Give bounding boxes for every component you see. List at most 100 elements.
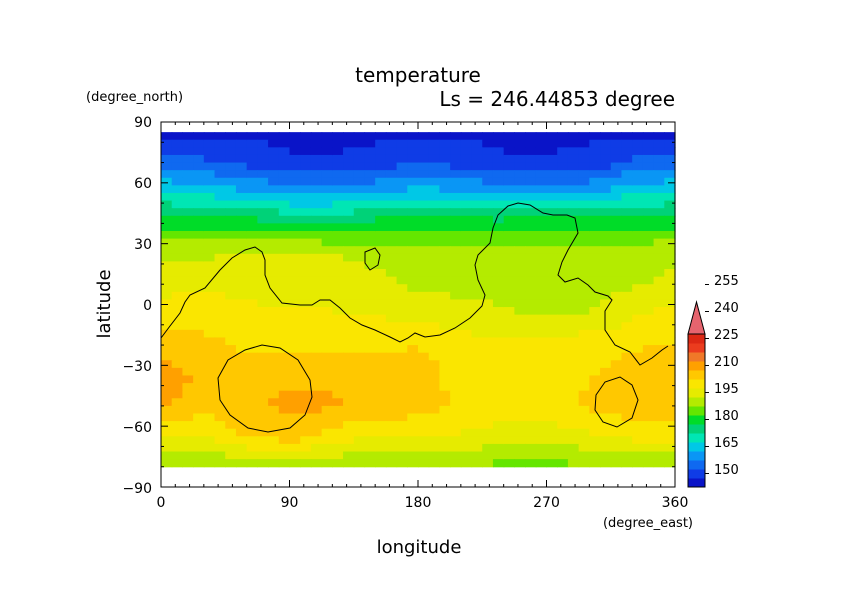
heatmap-cell: [621, 443, 633, 453]
heatmap-cell: [375, 345, 387, 354]
heatmap-cell: [278, 345, 291, 354]
heatmap-cell: [642, 443, 655, 453]
heatmap-cell: [353, 177, 366, 186]
heatmap-cell: [375, 154, 387, 164]
heatmap-cell: [589, 230, 601, 240]
heatmap-cell: [600, 443, 612, 453]
heatmap-cell: [321, 459, 333, 468]
heatmap-cell: [567, 398, 580, 407]
heatmap-cell: [364, 322, 376, 331]
heatmap-cell: [439, 185, 451, 194]
heatmap-cell: [621, 307, 633, 316]
heatmap-cell: [257, 322, 269, 331]
heatmap-cell: [385, 192, 398, 202]
heatmap-cell: [364, 147, 376, 156]
heatmap-cell: [567, 276, 580, 285]
heatmap-cell: [632, 261, 644, 270]
heatmap-cell: [546, 162, 558, 171]
heatmap-cell: [364, 451, 376, 460]
heatmap-cell: [546, 132, 558, 141]
heatmap-cell: [225, 367, 237, 377]
heatmap-cell: [450, 352, 462, 361]
heatmap-cell: [471, 132, 483, 141]
heatmap-cell: [407, 451, 419, 460]
heatmap-cell: [161, 291, 173, 301]
heatmap-cell: [396, 230, 408, 240]
heatmap-cell: [364, 436, 376, 445]
heatmap-cell: [310, 284, 323, 293]
heatmap-cell: [621, 360, 633, 369]
heatmap-cell: [535, 307, 548, 316]
heatmap-cell: [289, 215, 301, 224]
heatmap-cell: [418, 367, 430, 377]
heatmap-cell: [439, 177, 451, 186]
heatmap-cell: [418, 147, 430, 156]
heatmap-cell: [642, 208, 655, 217]
heatmap-cell: [321, 223, 333, 232]
heatmap-cell: [407, 436, 419, 445]
heatmap-cell: [171, 405, 184, 415]
heatmap-cell: [268, 436, 280, 445]
heatmap-cell: [525, 337, 537, 346]
heatmap-cell: [321, 132, 333, 141]
heatmap-cell: [353, 436, 366, 445]
heatmap-cell: [300, 208, 312, 217]
heatmap-cell: [310, 162, 323, 171]
heatmap-cell: [492, 223, 505, 232]
heatmap-cell: [460, 337, 473, 346]
heatmap-cell: [407, 230, 419, 240]
heatmap-cell: [353, 139, 366, 148]
heatmap-cell: [203, 215, 216, 224]
heatmap-cell: [203, 139, 216, 148]
heatmap-cell: [546, 307, 558, 316]
heatmap-cell: [300, 428, 312, 437]
heatmap-cell: [268, 185, 280, 194]
x-axis-label: longitude: [377, 537, 462, 558]
heatmap-cell: [214, 269, 226, 278]
heatmap-cell: [621, 421, 633, 430]
heatmap-cell: [332, 238, 344, 247]
heatmap-cell: [567, 352, 580, 361]
heatmap-cell: [407, 345, 419, 354]
heatmap-cell: [289, 230, 301, 240]
heatmap-cell: [364, 307, 376, 316]
heatmap-cell: [268, 230, 280, 240]
heatmap-cell: [664, 208, 676, 217]
heatmap-cell: [385, 215, 398, 224]
heatmap-cell: [375, 162, 387, 171]
heatmap-cell: [610, 154, 623, 164]
heatmap-cell: [557, 177, 569, 186]
heatmap-cell: [418, 238, 430, 247]
heatmap-cell: [525, 383, 537, 392]
heatmap-cell: [664, 314, 676, 323]
heatmap-cell: [407, 200, 419, 209]
heatmap-cell: [610, 428, 623, 437]
heatmap-cell: [578, 170, 590, 179]
heatmap-cell: [589, 192, 601, 202]
heatmap-cell: [492, 208, 505, 217]
heatmap-cell: [171, 367, 184, 377]
heatmap-cell: [268, 238, 280, 247]
heatmap-cell: [514, 162, 526, 171]
heatmap-cell: [246, 170, 258, 179]
heatmap-cell: [428, 170, 441, 179]
heatmap-cell: [257, 154, 269, 164]
heatmap-cell: [268, 215, 280, 224]
heatmap-cell: [268, 360, 280, 369]
heatmap-cell: [503, 276, 515, 285]
heatmap-cell: [193, 314, 205, 323]
heatmap-cell: [439, 451, 451, 460]
heatmap-cell: [353, 215, 366, 224]
heatmap-cell: [246, 459, 258, 468]
heatmap-cell: [310, 192, 323, 202]
heatmap-cell: [492, 291, 505, 301]
heatmap-cell: [278, 276, 291, 285]
heatmap-cell: [364, 208, 376, 217]
heatmap-cell: [482, 345, 494, 354]
heatmap-cell: [353, 451, 366, 460]
heatmap-cell: [535, 428, 548, 437]
heatmap-cell: [182, 337, 194, 346]
heatmap-cell: [385, 200, 398, 209]
heatmap-cell: [557, 154, 569, 164]
heatmap-cell: [589, 299, 601, 308]
